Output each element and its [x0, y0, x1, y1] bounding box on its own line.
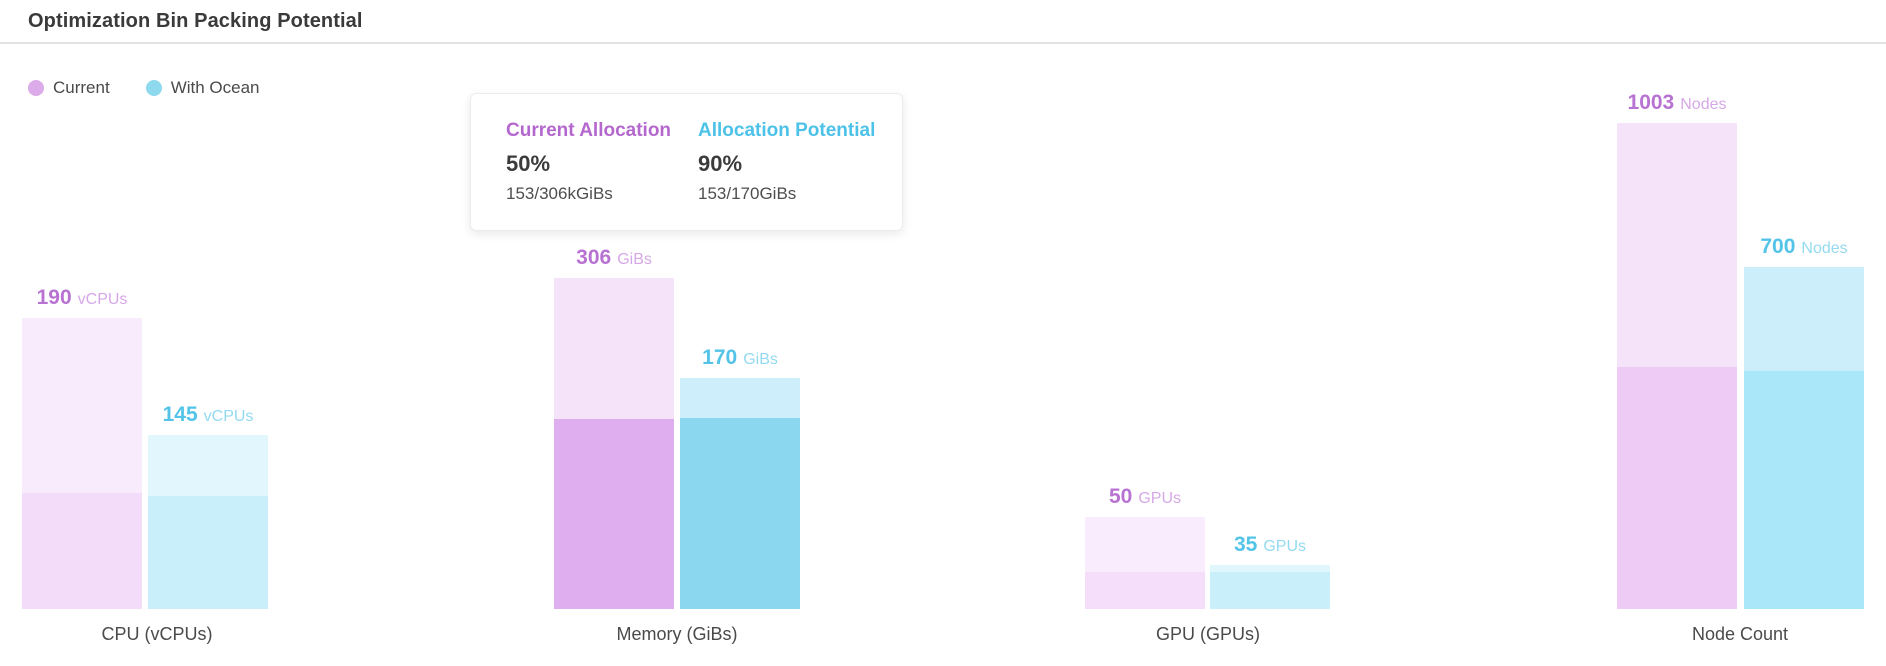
bar-filled-segment	[1744, 371, 1864, 609]
category-label: GPU (GPUs)	[1155, 624, 1261, 644]
bar-with-ocean-node-count[interactable]	[1744, 267, 1864, 609]
bar-value-label: 190 vCPUs	[36, 286, 128, 309]
tooltip-percent-value: 90%	[698, 151, 743, 176]
bar-filled-segment	[148, 496, 268, 609]
legend-item-with-ocean[interactable]: With Ocean	[145, 78, 260, 98]
bar-filled-segment	[680, 418, 800, 609]
bar-current-memory-gibs[interactable]	[554, 278, 674, 609]
bar-value-label: 145 vCPUs	[162, 403, 254, 426]
category-label: Memory (GiBs)	[616, 624, 738, 644]
page-title: Optimization Bin Packing Potential	[28, 9, 363, 32]
bar-filled-segment	[1085, 572, 1205, 609]
tooltip-allocation-potential-column: Allocation Potential 90% 153/170GiBs	[698, 120, 875, 230]
bar-value-label: 700 Nodes	[1760, 235, 1848, 258]
bar-filled-segment	[1210, 572, 1330, 609]
legend-item-label: Current	[53, 78, 110, 97]
bar-filled-segment	[22, 493, 142, 609]
bar-value-label: 170 GiBs	[702, 346, 778, 369]
tooltip-column-title: Allocation Potential	[698, 120, 876, 141]
bar-filled-segment	[1617, 367, 1737, 609]
bar-current-cpu-vcpus[interactable]	[22, 318, 142, 609]
legend-item-current[interactable]: Current	[28, 78, 110, 98]
category-label: Node Count	[1691, 624, 1789, 644]
bar-filled-segment	[554, 419, 674, 609]
category-label: CPU (vCPUs)	[101, 624, 213, 644]
bar-value-label: 50 GPUs	[1108, 485, 1182, 508]
bar-current-node-count[interactable]	[1617, 123, 1737, 609]
panel-header: Optimization Bin Packing Potential	[0, 0, 1886, 44]
allocation-tooltip: Current Allocation 50% 153/306kGiBs Allo…	[470, 93, 903, 231]
bar-with-ocean-gpu-gpus[interactable]	[1210, 565, 1330, 609]
bar-with-ocean-cpu-vcpus[interactable]	[148, 435, 268, 609]
chart-legend: Current With Ocean	[28, 78, 260, 98]
bar-current-gpu-gpus[interactable]	[1085, 517, 1205, 609]
tooltip-column-title: Current Allocation	[506, 120, 672, 141]
bar-value-label: 35 GPUs	[1233, 533, 1307, 556]
tooltip-detail-value: 153/306kGiBs	[506, 184, 613, 203]
bar-value-label: 306 GiBs	[576, 246, 652, 269]
legend-item-label: With Ocean	[170, 78, 260, 97]
bar-value-label: 1003 Nodes	[1627, 91, 1727, 114]
with-ocean-legend-dot-icon	[145, 80, 162, 96]
bar-with-ocean-memory-gibs[interactable]	[680, 378, 800, 609]
tooltip-current-allocation-column: Current Allocation 50% 153/306kGiBs	[506, 120, 672, 230]
tooltip-detail-value: 153/170GiBs	[698, 184, 797, 203]
current-legend-dot-icon	[28, 80, 44, 96]
tooltip-percent-value: 50%	[506, 151, 551, 176]
